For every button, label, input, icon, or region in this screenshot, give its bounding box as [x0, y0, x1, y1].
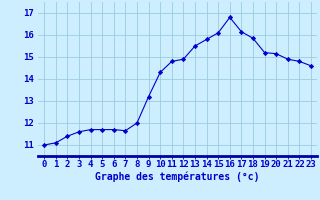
X-axis label: Graphe des températures (°c): Graphe des températures (°c)	[95, 172, 260, 182]
